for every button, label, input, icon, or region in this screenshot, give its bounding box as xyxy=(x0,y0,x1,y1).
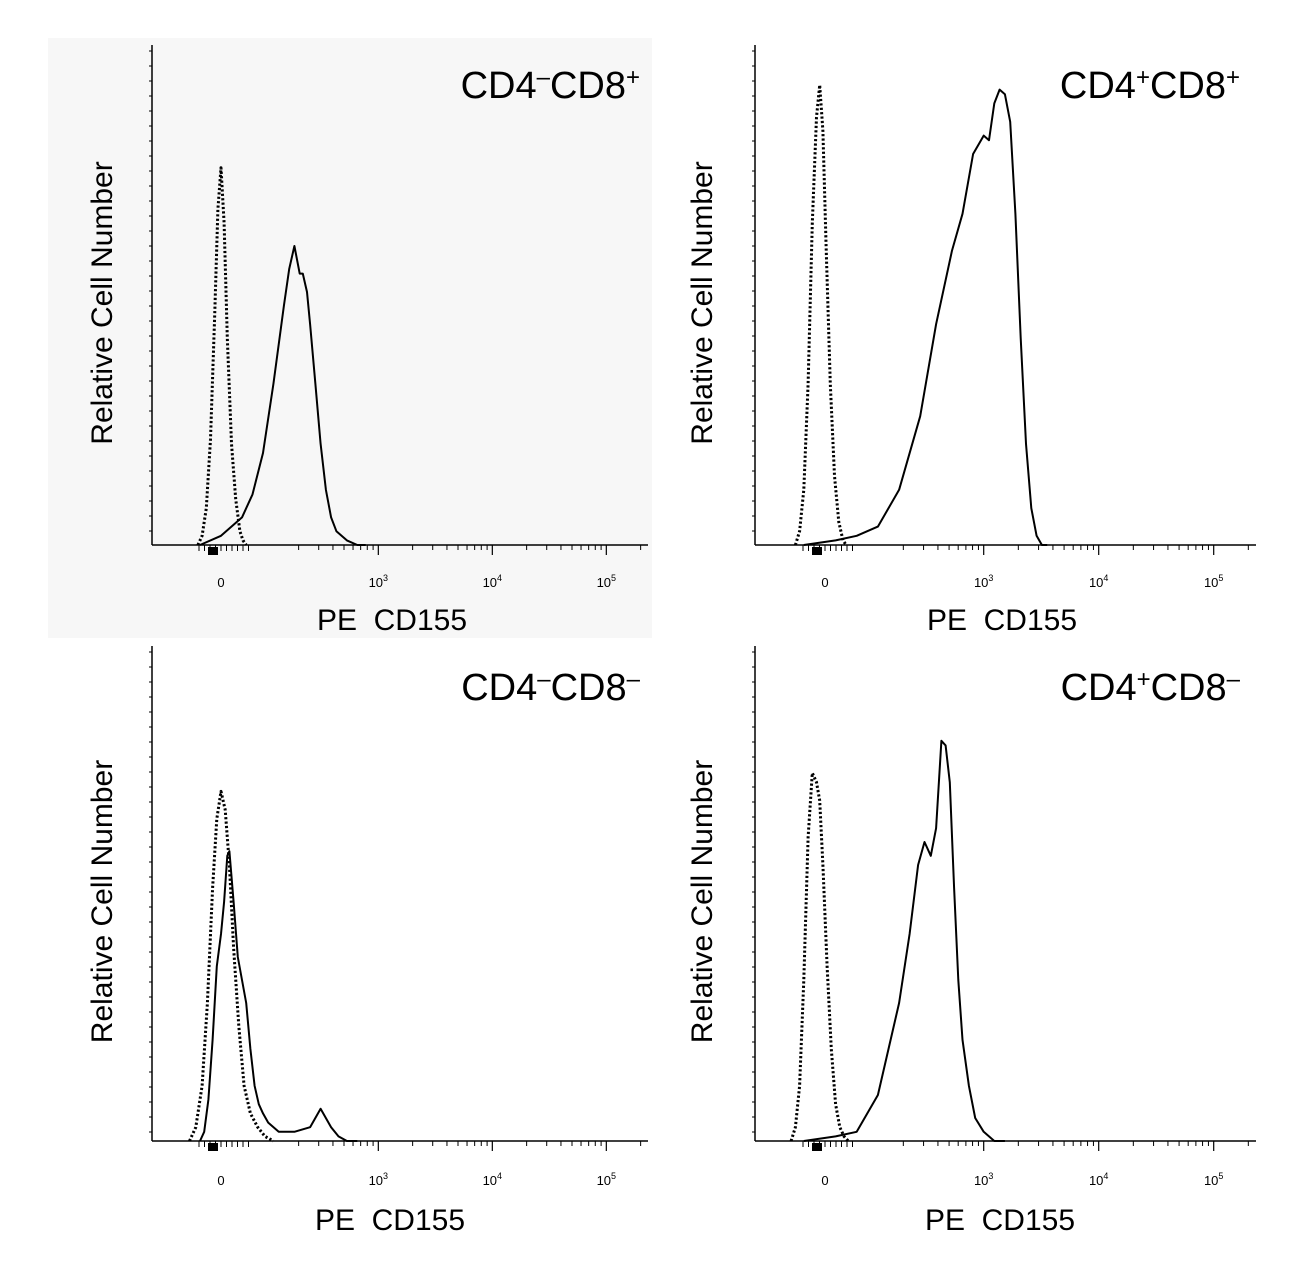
x-axis-label: PE CD155 xyxy=(925,1204,1075,1237)
isotype-control-curve xyxy=(196,166,248,546)
x-tick-label: 0 xyxy=(217,575,224,590)
y-axis-label: Relative Cell Number xyxy=(686,161,719,444)
cd155-curve xyxy=(199,850,358,1142)
panel-background-top-left xyxy=(48,38,652,638)
x-axis-zero-marker xyxy=(812,1143,822,1151)
x-tick-label: 0 xyxy=(217,1173,224,1188)
x-axis-zero-marker xyxy=(208,1143,218,1151)
panel-title: CD4+CD8+ xyxy=(1060,64,1240,108)
y-axis-label: Relative Cell Number xyxy=(86,760,119,1043)
isotype-control-curve xyxy=(793,83,848,546)
y-axis-label: Relative Cell Number xyxy=(86,161,119,444)
cd155-curve xyxy=(199,245,366,546)
isotype-control-curve xyxy=(188,789,275,1143)
x-axis-zero-marker xyxy=(208,547,218,555)
cd155-curve xyxy=(803,88,1048,546)
isotype-control-curve xyxy=(789,771,850,1143)
panel-title: CD4–CD8+ xyxy=(461,64,640,108)
x-axis-zero-marker xyxy=(812,547,822,555)
cd155-curve xyxy=(803,739,1005,1142)
y-axis-label: Relative Cell Number xyxy=(686,760,719,1043)
x-tick-label: 0 xyxy=(821,1173,828,1188)
x-axis-label: PE CD155 xyxy=(317,604,467,637)
panel-title: CD4–CD8– xyxy=(461,666,640,710)
x-axis-label: PE CD155 xyxy=(315,1204,465,1237)
x-axis-label: PE CD155 xyxy=(927,604,1077,637)
x-tick-label: 0 xyxy=(821,575,828,590)
panel-title: CD4+CD8– xyxy=(1061,666,1241,710)
